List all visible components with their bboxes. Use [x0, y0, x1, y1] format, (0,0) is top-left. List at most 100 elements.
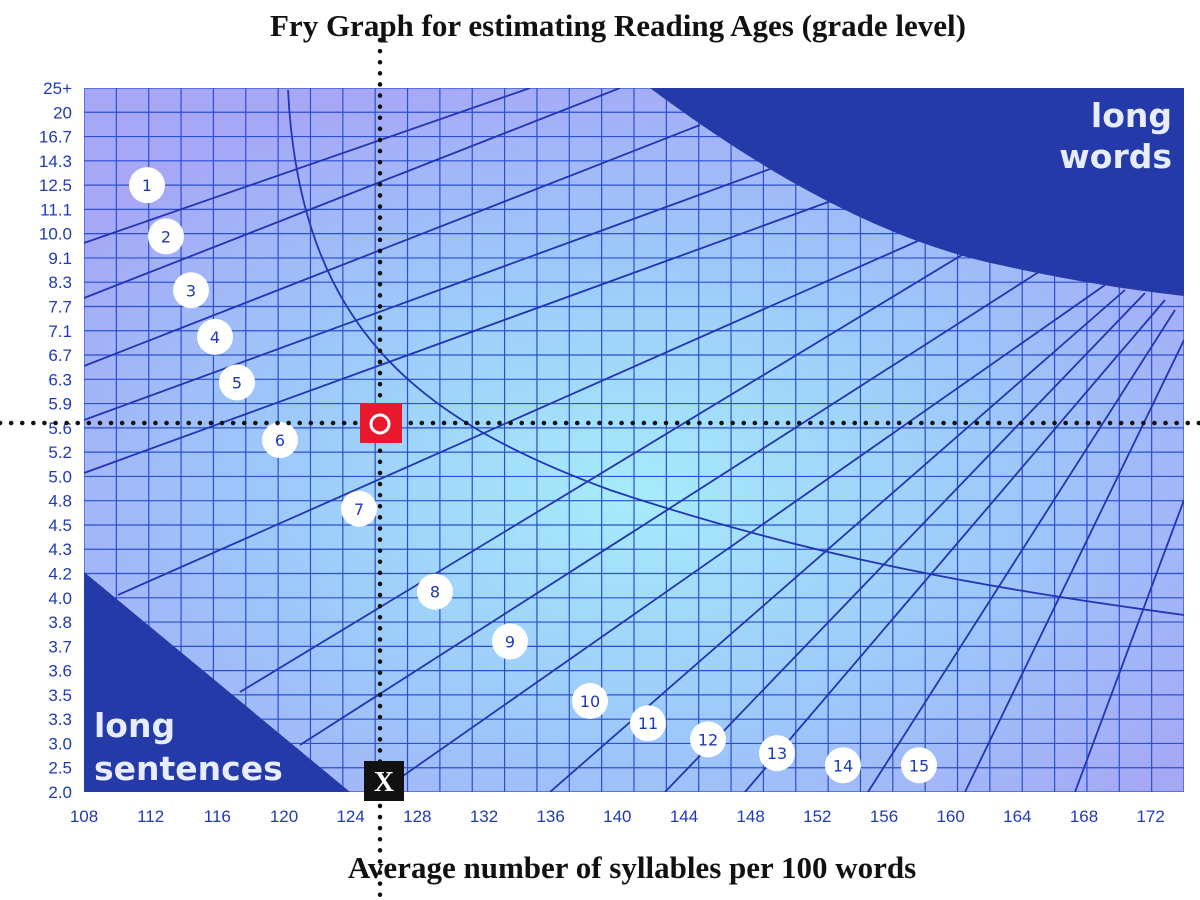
grade-label-8: 8 — [417, 573, 453, 610]
grade-boundary-line — [664, 292, 1146, 792]
long-words-region — [650, 88, 1184, 296]
x-tick-label: 128 — [403, 807, 431, 826]
grade-boundary-line — [239, 249, 971, 693]
y-tick-label: 9.1 — [48, 249, 72, 268]
y-axis-ticks: 2.0 2.5 3.0 3.3 3.5 3.6 3.7 3.8 4.0 4.2 4.3 4.5 4.8 5… — [39, 79, 72, 802]
grade-label-text: 14 — [833, 756, 853, 775]
y-tick-label: 2.5 — [48, 759, 72, 778]
x-tick-label: 136 — [536, 807, 564, 826]
grade-label-circle — [759, 735, 795, 772]
x-tick-label: 132 — [470, 807, 498, 826]
grade-label-text: 6 — [275, 431, 285, 450]
grade-boundary-line — [299, 267, 1046, 746]
region-label-long-words-line2: words — [1059, 137, 1172, 176]
x-tick-label: 112 — [137, 807, 164, 826]
long-sentences-region — [84, 572, 350, 792]
y-tick-label: 12.5 — [39, 176, 72, 195]
grade-label-text: 15 — [909, 756, 929, 775]
x-tick-label: 148 — [736, 807, 764, 826]
x-value-marker: X — [364, 761, 404, 801]
grade-boundary-line — [84, 88, 621, 299]
y-tick-label: 4.8 — [48, 492, 72, 511]
grade-boundary-line — [964, 339, 1184, 792]
grade-label-circle — [630, 705, 666, 742]
chart-title: Fry Graph for estimating Reading Ages (g… — [270, 8, 966, 43]
y-tick-label: 4.5 — [48, 516, 72, 535]
y-tick-label: 4.2 — [48, 565, 72, 584]
grade-label-text: 4 — [210, 328, 220, 347]
grade-label-2: 2 — [148, 218, 184, 255]
grade-label-circle — [572, 682, 608, 719]
grade-boundary-line — [84, 157, 801, 421]
grade-label-5: 5 — [219, 364, 255, 401]
y-tick-label: 3.7 — [48, 637, 72, 656]
grade-label-text: 8 — [430, 583, 440, 602]
grade-boundary-line — [84, 124, 701, 367]
y-tick-label: 3.6 — [48, 662, 72, 681]
grade-label-circle — [262, 422, 298, 458]
grade-label-7: 7 — [341, 490, 377, 527]
x-tick-label: 140 — [603, 807, 631, 826]
grade-label-9: 9 — [492, 623, 528, 660]
x-tick-label: 108 — [70, 807, 98, 826]
grade-label-12: 12 — [690, 721, 726, 758]
x-tick-label: 120 — [270, 807, 298, 826]
grade-label-circle — [148, 218, 184, 255]
y-tick-label: 6.7 — [48, 346, 72, 365]
x-tick-label: 144 — [670, 807, 698, 826]
grade-label-text: 3 — [186, 281, 196, 300]
grade-boundary-line — [84, 184, 876, 474]
y-tick-label: 5.9 — [48, 395, 72, 414]
grade-label-3: 3 — [173, 272, 209, 309]
grade-label-14: 14 — [825, 747, 861, 784]
y-tick-label: 3.3 — [48, 710, 72, 729]
grade-label-circle — [197, 318, 233, 355]
grade-boundary-line — [744, 299, 1166, 792]
grade-label-text: 10 — [580, 692, 600, 711]
x-tick-label: 156 — [870, 807, 898, 826]
grade-label-circle — [690, 721, 726, 758]
y-tick-label: 4.0 — [48, 589, 72, 608]
grade-label-text: 13 — [767, 744, 787, 763]
x-tick-label: 172 — [1136, 807, 1164, 826]
y-tick-label: 6.3 — [48, 370, 72, 389]
x-axis-ticks: 108 112 116 120 124 128 132 136 140 144 148 152 156 1… — [70, 807, 1165, 826]
y-tick-label: 3.0 — [48, 734, 72, 753]
y-tick-label: 25+ — [43, 79, 72, 98]
y-tick-label: 7.1 — [48, 322, 72, 341]
y-tick-label: 2.0 — [48, 783, 72, 802]
marked-point — [360, 403, 402, 443]
region-label-long-sentences-line1: long — [94, 706, 175, 745]
grade-boundary-line — [117, 239, 921, 596]
y-tick-label: 3.8 — [48, 613, 72, 632]
grade-label-10: 10 — [572, 682, 608, 719]
y-tick-label: 14.3 — [39, 152, 72, 171]
x-tick-label: 164 — [1003, 807, 1031, 826]
grade-label-circle — [173, 272, 209, 309]
y-tick-label: 11.1 — [40, 200, 72, 219]
plot-content — [84, 88, 1184, 792]
x-axis-label: Average number of syllables per 100 word… — [347, 850, 917, 885]
grade-label-6: 6 — [262, 422, 298, 458]
y-tick-label: 8.3 — [48, 273, 72, 292]
x-tick-label: 152 — [803, 807, 831, 826]
grade-lines — [84, 88, 1184, 792]
grade-label-text: 11 — [638, 714, 658, 733]
grade-label-circle — [417, 573, 453, 610]
grade-label-circle — [219, 364, 255, 401]
grade-label-11: 11 — [630, 705, 666, 742]
grade-boundary-line — [1074, 499, 1184, 792]
x-tick-label: 160 — [936, 807, 964, 826]
grade-label-circle — [341, 490, 377, 527]
grade-label-circle — [825, 747, 861, 784]
grade-label-text: 2 — [161, 227, 171, 246]
region-label-long-words-line1: long — [1091, 96, 1172, 135]
y-tick-label: 10.0 — [39, 225, 72, 244]
grade-label-4: 4 — [197, 318, 233, 355]
grade-label-circle — [901, 747, 937, 784]
grade-label-text: 12 — [698, 730, 718, 749]
y-tick-label: 20 — [53, 103, 72, 122]
grade-label-circle — [129, 167, 165, 204]
y-tick-label: 4.3 — [48, 540, 72, 559]
